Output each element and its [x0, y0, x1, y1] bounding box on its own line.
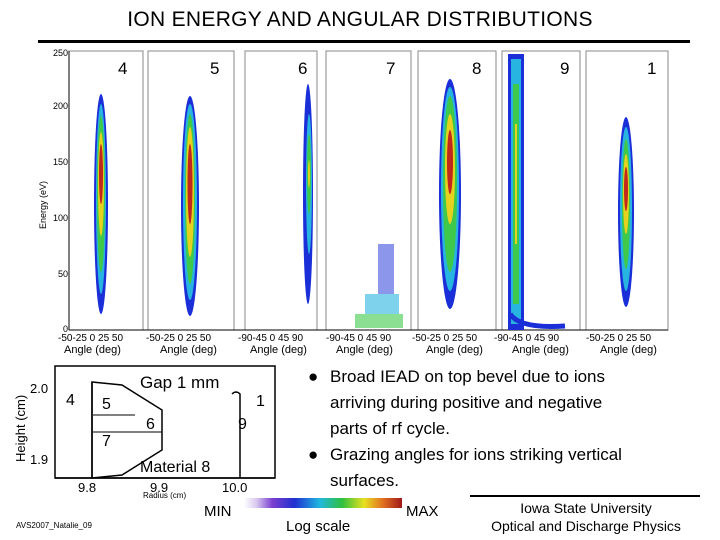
iead-x-axis-label: Angle (deg) [426, 344, 483, 356]
iead-x-ticks: -50-25 0 25 50 [412, 333, 478, 344]
iead-panel-label: 6 [298, 59, 308, 78]
institution-line2: Optical and Discharge Physics [491, 518, 681, 534]
geometry-x-tick: 9.8 [78, 480, 97, 495]
iead-panel-label: 4 [118, 59, 128, 78]
credit-text: AVS2007_Natalie_09 [16, 521, 92, 530]
colorbar-max-label: MAX [406, 503, 439, 520]
region-label: 1 [256, 393, 265, 410]
region-label: 5 [102, 396, 111, 413]
iead-y-tick: 250 [52, 48, 68, 58]
iead-x-ticks: -50-25 0 25 50 [146, 333, 212, 344]
iead-panel-label: 1 [647, 59, 657, 78]
bullet-list: ● Broad IEAD on top bevel due to ions ar… [308, 364, 718, 494]
title-rule [38, 40, 690, 43]
region-label: 6 [146, 416, 155, 433]
iead-x-ticks: -90-45 0 45 90 [494, 333, 560, 344]
iead-y-tick: 100 [52, 213, 68, 223]
bullet-text: surfaces. [330, 471, 399, 490]
colorbar [244, 498, 402, 508]
geometry-figure: Height (cm) 2.0 1.9 Gap 1 mm 4 5 6 7 1 9… [0, 360, 300, 510]
iead-panel-label: 9 [560, 59, 570, 78]
iead-y-tick: 200 [52, 101, 68, 111]
material-label: Material 8 [140, 459, 211, 476]
bullet-marker: ● [308, 445, 319, 464]
bullet-text: parts of rf cycle. [330, 419, 450, 438]
bullet-text: Broad IEAD on top bevel due to ions [330, 367, 606, 386]
region-label: 9 [238, 416, 247, 433]
geometry-x-tick: 10.0 [222, 480, 248, 495]
slide-title: ION ENERGY AND ANGULAR DISTRIBUTIONS [127, 8, 593, 31]
iead-panel-label: 5 [210, 59, 220, 78]
iead-y-tick: 50 [57, 269, 68, 279]
geometry-x-axis-label: Radius (cm) [143, 491, 187, 500]
iead-x-axis-label: Angle (deg) [64, 344, 121, 356]
iead-y-tick: 150 [52, 157, 68, 167]
geometry-x-tick: 9.9 [150, 480, 169, 495]
region-label: 4 [66, 392, 75, 409]
iead-x-axis-label: Angle (deg) [336, 344, 393, 356]
iead-panel-label: 7 [386, 59, 396, 78]
institution-line1: Iowa State University [520, 500, 652, 516]
geometry-y-tick: 2.0 [30, 381, 49, 396]
iead-y-tick: 0 [62, 324, 68, 334]
iead-x-axis-label: Angle (deg) [250, 344, 307, 356]
bullet-text: Grazing angles for ions striking vertica… [330, 445, 622, 464]
iead-x-ticks: -90-45 0 45 90 [238, 333, 304, 344]
iead-x-ticks: -50-25 0 25 50 [58, 333, 124, 344]
iead-x-axis-label: Angle (deg) [512, 344, 569, 356]
colorbar-min-label: MIN [204, 503, 232, 520]
iead-x-ticks: -90-45 0 45 90 [326, 333, 392, 344]
geometry-y-tick: 1.9 [30, 452, 49, 467]
colorbar-scale-label: Log scale [286, 518, 351, 535]
gap-label: Gap 1 mm [140, 373, 220, 392]
iead-figure: Energy (eV) 250 200 150 100 50 0 [0, 44, 720, 364]
geometry-sketch [54, 365, 276, 479]
iead-panel-label: 8 [472, 59, 482, 78]
iead-x-axis-label: Angle (deg) [600, 344, 657, 356]
bullet-text: arriving during positive and negative [330, 393, 603, 412]
bullet-marker: ● [308, 367, 319, 386]
iead-x-axis-label: Angle (deg) [160, 344, 217, 356]
iead-panels [68, 50, 669, 331]
iead-x-ticks: -50-25 0 25 50 [586, 333, 652, 344]
footer-rule [470, 495, 700, 497]
region-label: 7 [102, 433, 111, 450]
